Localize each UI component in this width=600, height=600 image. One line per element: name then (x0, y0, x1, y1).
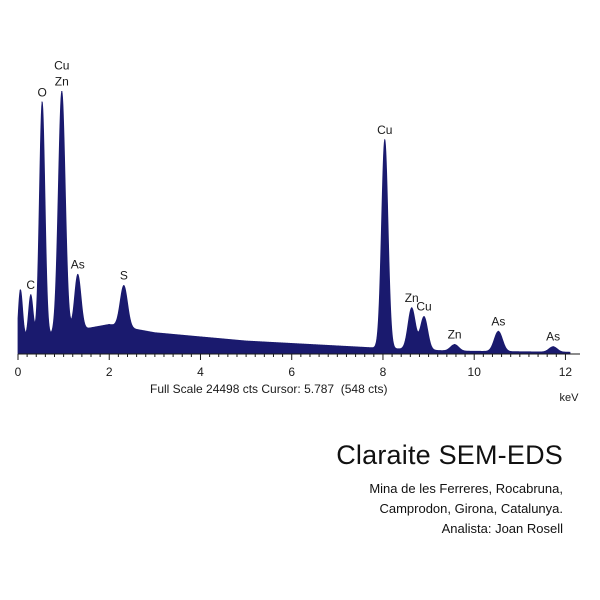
x-tick-label-6: 6 (288, 365, 295, 379)
x-axis: 0 2 4 6 8 10 12 keV (15, 353, 580, 404)
peak-label-zn: Zn (405, 291, 419, 305)
peak-marker-6 (384, 139, 386, 141)
peak-marker-2 (41, 101, 43, 103)
peak-label-cu: Cu (416, 300, 431, 314)
peak-marker-8 (423, 316, 425, 318)
peak-label-cu: Cu (377, 123, 392, 137)
peak-marker-11 (552, 346, 554, 348)
peak-marker-5 (123, 285, 125, 287)
x-tick-label-12: 12 (559, 365, 573, 379)
x-tick-label-10: 10 (468, 365, 482, 379)
peak-label-o: O (38, 85, 47, 99)
peak-marker-10 (497, 330, 499, 332)
x-tick-label-4: 4 (197, 365, 204, 379)
x-axis-unit: keV (560, 392, 580, 404)
peak-label-as: As (491, 314, 505, 328)
peak-label-zn: Zn (448, 328, 462, 342)
caption-line-3: Analista: Joan Rosell (441, 521, 563, 536)
peak-label-as: As (71, 258, 85, 272)
peak-label-s: S (120, 269, 128, 283)
peak-marker-1 (30, 294, 32, 296)
peak-marker-0 (19, 289, 21, 291)
peak-marker-3 (61, 90, 63, 93)
peak-label-as: As (546, 330, 560, 344)
x-tick-label-2: 2 (106, 365, 113, 379)
peak-label-zn: Zn (55, 75, 69, 89)
peak-marker-4 (77, 273, 79, 276)
peak-marker-9 (453, 343, 456, 346)
caption-title: Claraite SEM-EDS (336, 440, 563, 470)
peak-marker-7 (411, 307, 413, 309)
status-line: Full Scale 24498 cts Cursor: 5.787 (548 … (150, 382, 388, 396)
caption-line-1: Mina de les Ferreres, Rocabruna, (369, 481, 563, 496)
x-tick-label-0: 0 (15, 365, 22, 379)
peak-label-cu: Cu (54, 59, 69, 73)
spectrum-area (17, 91, 571, 355)
x-tick-label-8: 8 (380, 365, 387, 379)
peak-label-c: C (26, 278, 35, 292)
spectrum-series (17, 91, 571, 355)
caption-line-2: Camprodon, Girona, Catalunya. (379, 501, 563, 516)
